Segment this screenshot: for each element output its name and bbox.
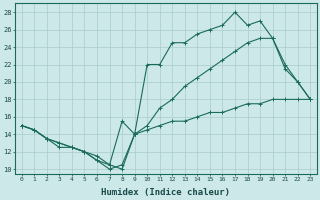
X-axis label: Humidex (Indice chaleur): Humidex (Indice chaleur) <box>101 188 230 197</box>
